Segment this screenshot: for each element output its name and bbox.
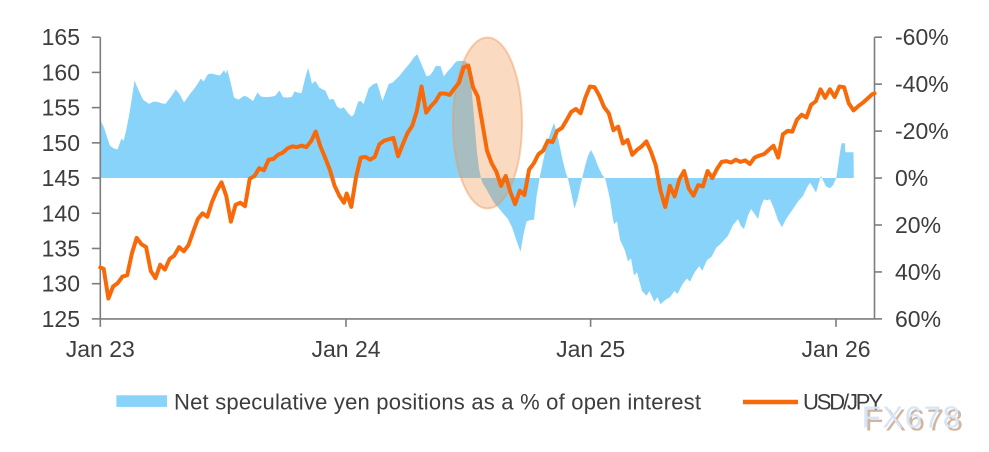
svg-text:Jan 23: Jan 23 bbox=[66, 336, 135, 362]
svg-text:160: 160 bbox=[42, 59, 80, 85]
svg-text:Jan 26: Jan 26 bbox=[801, 336, 870, 362]
svg-text:150: 150 bbox=[42, 130, 80, 156]
svg-text:165: 165 bbox=[42, 24, 80, 50]
svg-text:40%: 40% bbox=[895, 259, 941, 285]
svg-text:125: 125 bbox=[42, 306, 80, 332]
svg-text:Jan 24: Jan 24 bbox=[311, 336, 380, 362]
svg-text:140: 140 bbox=[42, 200, 80, 226]
svg-text:-60%: -60% bbox=[895, 24, 949, 50]
svg-text:0%: 0% bbox=[895, 165, 928, 191]
svg-text:155: 155 bbox=[42, 95, 80, 121]
svg-text:Jan 25: Jan 25 bbox=[556, 336, 625, 362]
svg-text:135: 135 bbox=[42, 236, 80, 262]
svg-text:130: 130 bbox=[42, 271, 80, 297]
svg-text:-40%: -40% bbox=[895, 71, 949, 97]
svg-text:FX678: FX678 bbox=[862, 400, 962, 435]
svg-text:20%: 20% bbox=[895, 212, 941, 238]
svg-text:-20%: -20% bbox=[895, 118, 949, 144]
svg-text:145: 145 bbox=[42, 165, 80, 191]
svg-text:Net speculative yen positions: Net speculative yen positions as a % of … bbox=[174, 390, 701, 415]
svg-text:60%: 60% bbox=[895, 306, 941, 332]
svg-text:USD/JPY: USD/JPY bbox=[803, 389, 883, 414]
